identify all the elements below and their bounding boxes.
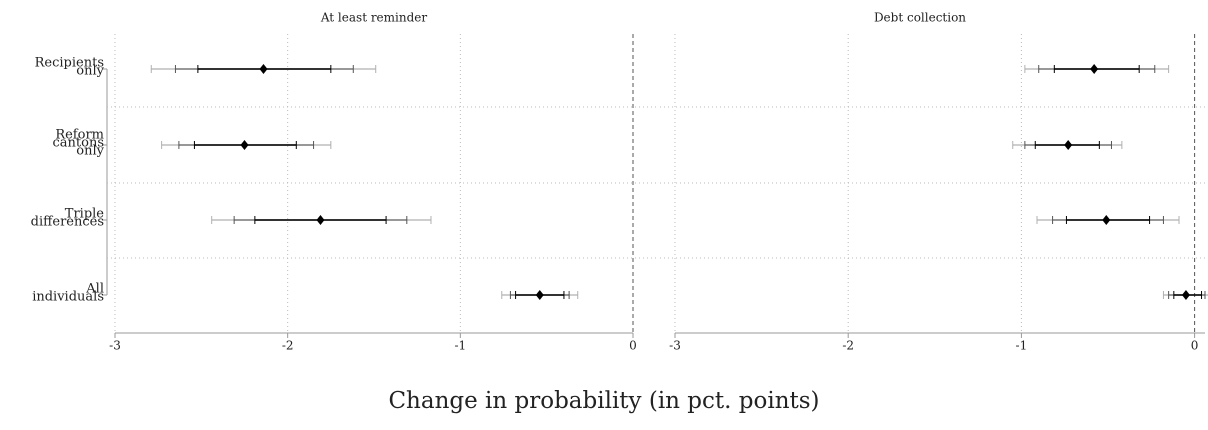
estimate-point	[535, 290, 544, 300]
x-tick-label: -1	[454, 339, 466, 353]
estimate-point	[240, 140, 249, 150]
x-tick-label: -2	[842, 339, 854, 353]
x-tick-label: -1	[1016, 339, 1028, 353]
estimate-point	[1102, 215, 1111, 225]
panel-title: At least reminder	[320, 11, 428, 25]
estimate-point	[1064, 140, 1073, 150]
estimate-point	[1181, 290, 1190, 300]
x-tick-label: 0	[629, 339, 637, 353]
x-tick-label: -3	[109, 339, 121, 353]
x-tick-label: -3	[669, 339, 681, 353]
category-label: cantons	[53, 136, 105, 151]
category-label: Reform	[55, 128, 104, 143]
panel-title: Debt collection	[874, 11, 966, 25]
category-label: Recipients	[35, 56, 104, 71]
estimate-point	[316, 215, 325, 225]
estimate-point	[1090, 64, 1099, 74]
category-label: individuals	[32, 290, 104, 305]
category-label: only	[76, 144, 104, 159]
category-label: All	[85, 282, 104, 297]
x-tick-label: -2	[282, 339, 294, 353]
estimate-point	[259, 64, 268, 74]
category-label: only	[76, 64, 104, 79]
category-label: differences	[31, 215, 104, 230]
category-label: Triple	[65, 207, 105, 222]
x-tick-label: 0	[1191, 339, 1199, 353]
x-axis-label: Change in probability (in pct. points)	[388, 388, 819, 414]
